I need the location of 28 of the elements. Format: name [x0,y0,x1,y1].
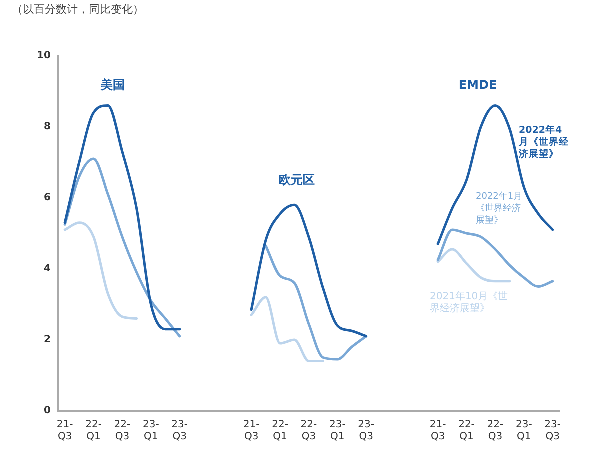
series-label: 2021年10月《世界经济展望》 [430,290,508,315]
series-label: 2022年1月《世界经济展望》 [476,190,523,226]
annotation: EMDE [458,78,498,92]
x-tick-label: 21-Q3 [430,420,447,443]
y-tick-label: 2 [44,334,51,346]
x-tick-label: 23-Q3 [172,420,188,443]
annotation: 美国 [100,78,125,92]
x-tick-label: 21-Q3 [243,420,260,443]
x-tick-label: 22-Q1 [272,420,289,443]
series-label: 2022年4月《世界经济展望》 [518,124,570,160]
y-tick-label: 10 [36,50,51,62]
annotation: 欧元区 [279,173,315,188]
y-tick-label: 0 [44,406,51,417]
x-tick-label: 22-Q3 [114,420,132,443]
x-tick-label: 21-Q3 [56,420,74,443]
x-tick-label: 23-Q3 [544,420,562,443]
y-tick-label: 6 [44,192,51,204]
chart-title: （以百分数计，同比变化） [12,2,144,17]
x-tick-label: 23-Q1 [516,420,533,443]
x-tick-label: 22-Q3 [487,420,504,443]
x-tick-label: 23-Q3 [358,420,375,443]
x-tick-label: 22-Q1 [86,420,102,443]
y-tick-label: 8 [44,122,51,133]
y-tick-label: 4 [44,264,51,275]
x-tick-label: 23-Q1 [329,420,346,443]
x-tick-label: 22-Q3 [300,420,318,443]
x-tick-label: 23-Q1 [142,420,160,443]
x-tick-label: 22-Q1 [458,420,476,443]
